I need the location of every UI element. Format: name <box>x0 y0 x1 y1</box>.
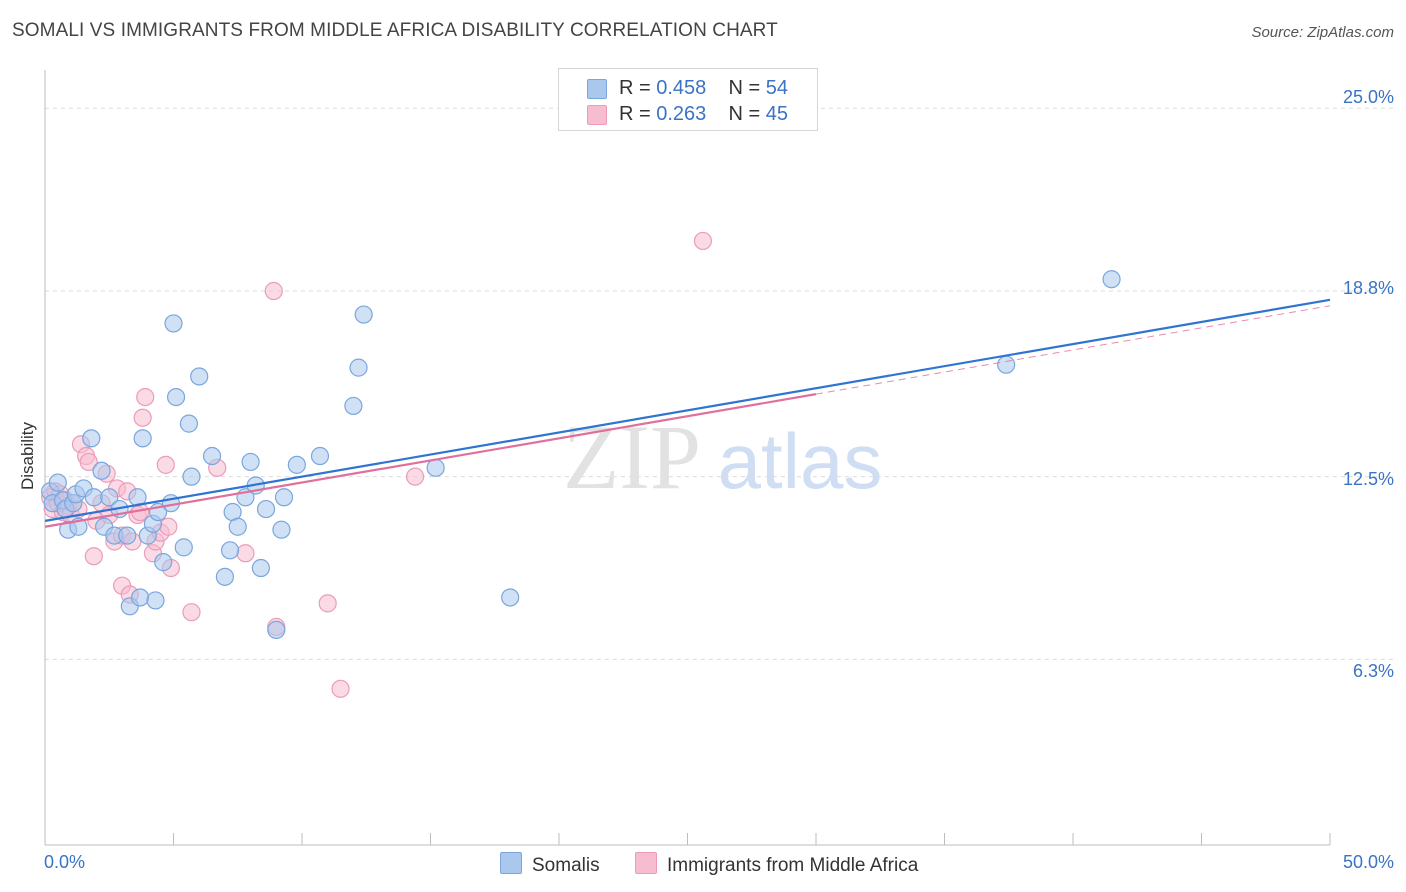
immigrants-point <box>136 387 155 407</box>
immigrants-point <box>84 547 103 566</box>
legend-swatch-pink <box>587 105 607 125</box>
legend-text: R = 0.458 N = 54 <box>619 77 788 100</box>
immigrants-point <box>182 603 201 622</box>
immigrants-point <box>159 517 178 536</box>
axes <box>44 70 1331 846</box>
gridlines <box>45 107 1393 660</box>
somalis-point <box>92 461 111 480</box>
immigrants-point <box>318 594 337 613</box>
immigrants-point <box>405 467 425 486</box>
source-label: Source: ZipAtlas.com <box>1251 24 1394 41</box>
immigrants-point <box>264 281 283 301</box>
somalis-point <box>146 591 165 610</box>
somalis-point <box>426 458 445 477</box>
n-value: 45 <box>765 103 789 125</box>
legend-swatch-blue <box>587 79 607 99</box>
watermark-atlas: atlas <box>718 417 883 505</box>
somalis-point <box>241 452 260 472</box>
r-label: R = <box>619 77 657 99</box>
legend-label: Somalis <box>532 855 600 876</box>
legend-swatch-blue <box>500 852 522 874</box>
somalis-point <box>228 517 247 536</box>
watermark-zip: ZIP <box>563 406 701 508</box>
chart-title: SOMALI VS IMMIGRANTS FROM MIDDLE AFRICA … <box>12 20 778 41</box>
immigrants-point <box>156 455 175 474</box>
somalis-point <box>251 558 270 578</box>
somalis-point <box>215 567 234 586</box>
somalis-point <box>100 488 119 507</box>
somalis-point <box>190 367 209 386</box>
somalis-point <box>48 473 67 492</box>
immigrants-point <box>693 231 713 251</box>
trend-lines <box>44 298 1331 528</box>
somalis-point <box>182 467 201 486</box>
somalis-point <box>997 355 1016 374</box>
r-label: R = <box>619 103 657 125</box>
somalis-point <box>133 429 152 448</box>
somalis-point <box>349 358 368 377</box>
watermark: ZIP atlas <box>563 406 882 508</box>
somalis-point <box>267 620 286 639</box>
y-tick-label: 25.0% <box>1342 87 1394 107</box>
immigrants-point <box>331 679 350 698</box>
somalis-point <box>1102 270 1121 289</box>
somalis-point <box>287 455 306 474</box>
somalis-point <box>272 520 291 539</box>
x-tick-label-max: 50.0% <box>1342 852 1394 872</box>
somalis-point <box>344 396 363 416</box>
legend-label: Immigrants from Middle Africa <box>667 855 919 876</box>
somalis-point <box>82 429 101 448</box>
r-value: 0.263 <box>656 103 707 125</box>
somalis-point <box>154 553 173 572</box>
immigrants-trend-extension <box>815 305 1331 395</box>
somalis-point <box>501 588 520 607</box>
legend-swatch-pink <box>635 852 657 874</box>
somalis-point <box>130 588 150 607</box>
r-value: 0.458 <box>656 77 707 99</box>
n-label: N = <box>728 77 766 99</box>
immigrants-point <box>79 452 98 472</box>
somalis-trend-line <box>44 298 1331 522</box>
somalis-point <box>179 414 199 433</box>
somalis-point <box>354 305 373 324</box>
immigrants-point <box>236 544 255 563</box>
somalis-point <box>166 387 186 407</box>
immigrants-point <box>133 408 152 427</box>
somalis-point <box>174 538 193 557</box>
n-label: N = <box>728 103 766 125</box>
immigrants-trend-line <box>44 393 817 528</box>
somalis-point <box>164 314 183 333</box>
somalis-point <box>84 488 103 507</box>
bottom-legend-somalis: Somalis <box>500 852 600 877</box>
somalis-point <box>256 499 276 519</box>
somalis-point <box>310 446 330 466</box>
somalis-point <box>220 541 240 560</box>
somalis-point <box>118 526 137 545</box>
n-value: 54 <box>765 77 789 99</box>
bottom-legend-immigrants: Immigrants from Middle Africa <box>635 852 918 877</box>
y-tick-label: 6.3% <box>1352 661 1394 681</box>
legend-text: R = 0.263 N = 45 <box>619 103 788 126</box>
somalis-point <box>202 446 222 466</box>
x-tick-label-min: 0.0% <box>44 852 86 872</box>
somalis-point <box>274 488 294 507</box>
y-tick-label: 12.5% <box>1342 469 1394 489</box>
legend: R = 0.458 N = 54 R = 0.263 N = 45 <box>558 68 818 131</box>
y-tick-label: 18.8% <box>1342 278 1394 298</box>
